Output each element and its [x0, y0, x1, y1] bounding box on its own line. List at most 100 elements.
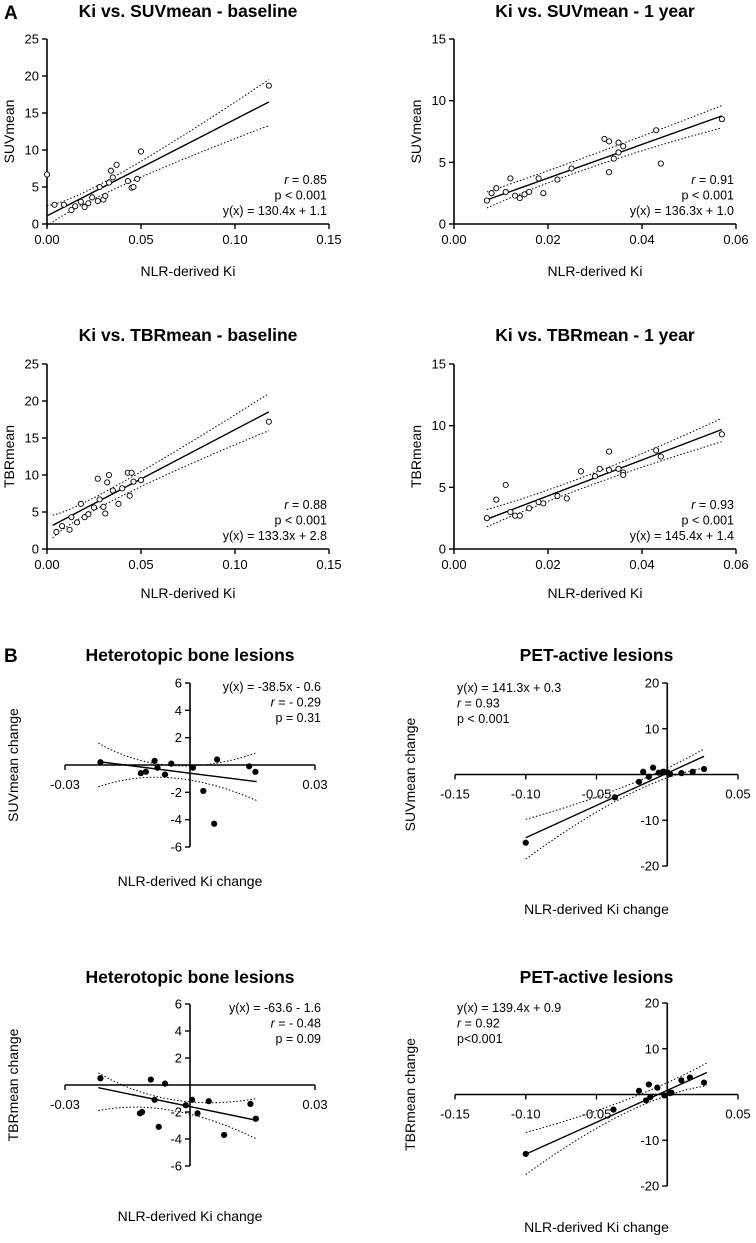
data-point	[516, 512, 523, 519]
data-point	[168, 760, 175, 767]
data-point	[516, 195, 523, 202]
y-tick-label: 10	[432, 93, 446, 108]
regression-line	[98, 760, 257, 783]
data-point	[105, 179, 113, 186]
data-point	[554, 176, 561, 183]
data-point	[60, 201, 67, 208]
stat-p: p < 0.001	[682, 189, 735, 203]
chart-b4: PET-active lesions -0.15 -0.10 -0.05 0.05 -20…	[402, 967, 751, 1235]
stat-r: r = - 0.29	[271, 696, 321, 710]
data-point	[126, 492, 133, 499]
y-tick-label: 0	[32, 542, 39, 557]
data-point	[502, 481, 509, 488]
y-tick-label: 15	[432, 357, 446, 372]
data-point	[521, 191, 528, 198]
y-tick-label: 4	[175, 703, 182, 718]
x-tick-label: 0.02	[535, 232, 560, 247]
data-point	[188, 1096, 196, 1103]
data-point	[109, 174, 116, 181]
data-point	[689, 768, 696, 775]
y-tick-label: 6	[175, 997, 182, 1012]
data-point	[151, 757, 158, 765]
x-tick-label: 0.10	[222, 557, 247, 572]
data-point	[113, 161, 120, 168]
data-point	[265, 82, 272, 89]
stat-r: r = 0.85	[284, 173, 327, 187]
y-tick-label: 15	[25, 431, 39, 446]
y-axis-label: TBRmean	[408, 425, 424, 488]
x-tick-label: -0.10	[511, 1107, 541, 1122]
data-point	[96, 183, 103, 191]
panel-label-a: A	[4, 3, 18, 24]
stat-equation: y(x) = -63.6 - 1.6	[229, 1001, 321, 1015]
y-tick-label: -20	[640, 859, 659, 874]
x-tick-label: 0.05	[725, 787, 750, 802]
x-tick-label: -0.10	[511, 787, 541, 802]
data-point	[43, 171, 51, 178]
data-point	[483, 197, 490, 204]
data-point	[97, 759, 104, 766]
chart-title: Heterotopic bone lesions	[85, 967, 294, 987]
y-tick-label: -2	[170, 785, 182, 800]
y-tick-label: -10	[640, 813, 659, 828]
y-tick-label: 20	[25, 69, 39, 84]
y-tick-label: -20	[640, 1179, 659, 1194]
data-point	[591, 473, 599, 480]
data-point	[147, 1076, 154, 1083]
data-point	[540, 500, 547, 507]
chart-title: Heterotopic bone lesions	[85, 645, 294, 665]
data-point	[252, 768, 259, 775]
chart-title: PET-active lesions	[520, 645, 674, 665]
ci-upper-band	[525, 748, 705, 820]
data-point	[596, 465, 603, 472]
x-tick-label: -0.15	[440, 787, 470, 802]
data-point	[90, 504, 98, 511]
data-point	[493, 496, 500, 503]
data-point	[51, 201, 58, 208]
stat-p: p < 0.001	[275, 189, 328, 203]
chart-a3: Ki vs. TBRmean - baseline 0.00 0.05 0.10 0.1…	[1, 325, 342, 601]
data-point	[68, 514, 75, 521]
data-point	[512, 192, 519, 199]
data-point	[657, 160, 664, 167]
x-tick-label: 0.00	[441, 557, 466, 572]
data-point	[507, 175, 514, 182]
ci-upper-band	[46, 79, 270, 206]
ci-upper-band	[486, 417, 723, 511]
data-point	[155, 1123, 162, 1130]
data-point	[653, 127, 660, 134]
data-point	[66, 526, 73, 533]
y-tick-label: 20	[25, 394, 39, 409]
x-tick-label: -0.03	[50, 1097, 80, 1112]
data-point	[610, 1106, 617, 1113]
data-point	[718, 116, 725, 123]
stat-equation: y(x) = 139.4x + 0.9	[457, 1001, 561, 1015]
stat-equation: y(x) = 145.4x + 1.4	[630, 529, 734, 543]
data-point	[635, 778, 643, 785]
stat-equation: y(x) = 141.3x + 0.3	[457, 681, 561, 695]
stat-p: p = 0.09	[275, 1032, 321, 1046]
data-point	[247, 1100, 254, 1107]
y-tick-label: 2	[175, 1051, 182, 1066]
panel-label-b: B	[4, 646, 18, 667]
data-point	[53, 528, 60, 536]
y-axis-label: TBRmean change	[402, 1038, 418, 1151]
y-tick-label: 25	[25, 32, 39, 47]
data-point	[72, 203, 79, 210]
data-point	[620, 143, 627, 150]
data-point	[642, 1097, 650, 1104]
data-point	[615, 149, 622, 156]
x-tick-label: -0.03	[50, 777, 80, 792]
stat-r: r = 0.93	[457, 697, 500, 711]
y-tick-label: -4	[170, 1132, 182, 1147]
stat-p: p < 0.001	[457, 712, 510, 726]
x-tick-label: 0.00	[34, 232, 59, 247]
data-point	[142, 768, 149, 775]
x-axis-label: NLR-derived Ki	[548, 263, 643, 279]
data-point	[137, 477, 145, 484]
ci-upper-band	[98, 1072, 257, 1104]
data-point	[522, 1150, 529, 1158]
data-point	[102, 192, 109, 199]
chart-title: Ki vs. SUVmean - 1 year	[495, 1, 695, 21]
data-point	[522, 839, 529, 846]
